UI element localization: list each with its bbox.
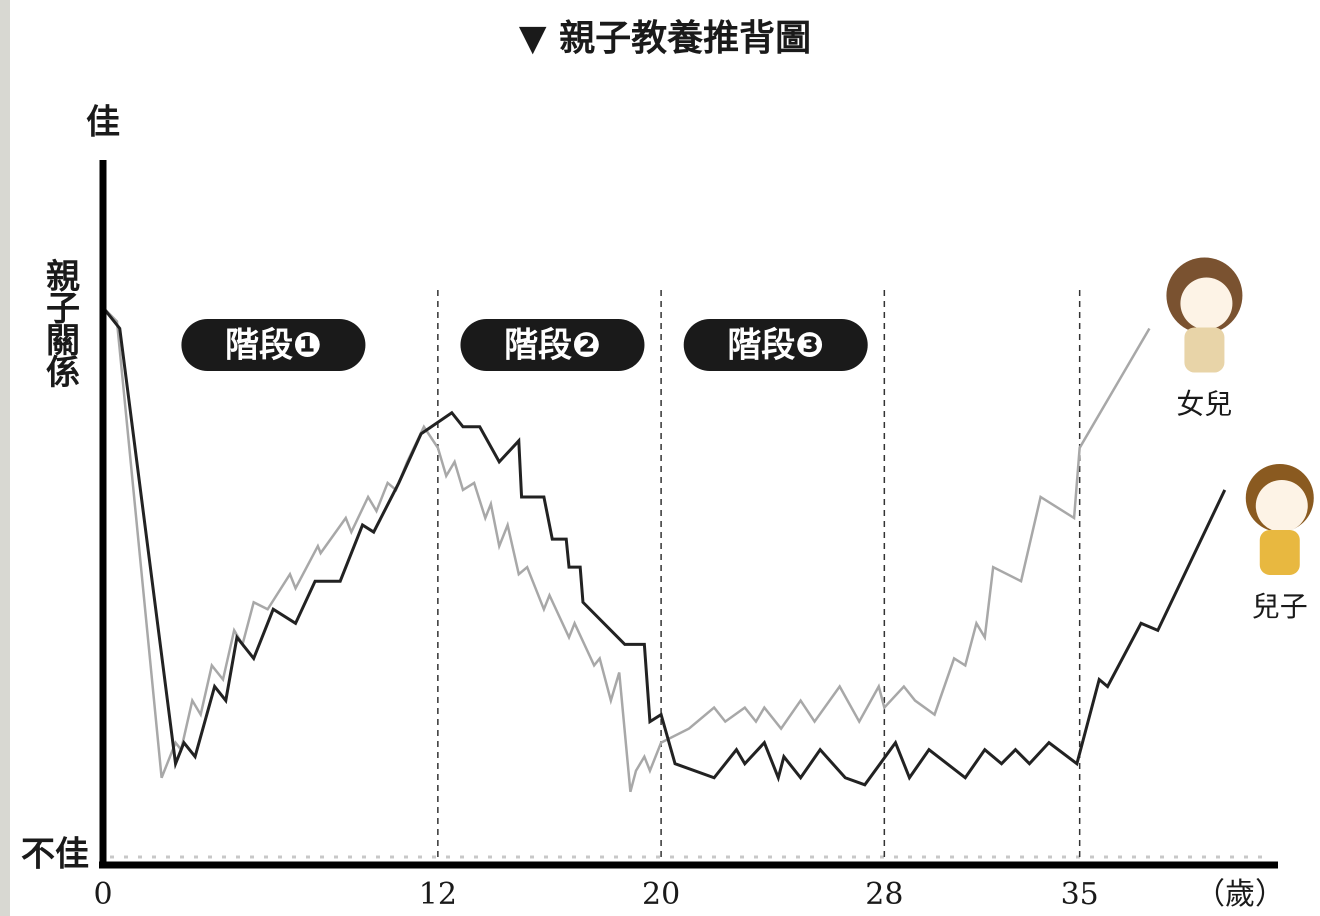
x-tick-label: 28 bbox=[865, 877, 903, 912]
figure-face bbox=[1255, 479, 1308, 532]
x-axis-title: （歲） bbox=[1195, 877, 1285, 912]
y-tick-label: 佳 bbox=[86, 103, 120, 143]
stage-label: 階段❸ bbox=[727, 326, 824, 366]
legend-label: 女兒 bbox=[1176, 387, 1232, 420]
stage-pill bbox=[460, 319, 645, 371]
stage-pill bbox=[683, 319, 868, 371]
x-tick-label: 35 bbox=[1061, 877, 1099, 912]
stage-label: 階段❷ bbox=[504, 326, 601, 366]
chart-title: ▼ 親子教養推背圖 bbox=[519, 18, 811, 59]
x-tick-label: 12 bbox=[419, 877, 457, 912]
series-line bbox=[101, 306, 1227, 787]
series-line bbox=[102, 306, 1151, 793]
x-tick-label: 20 bbox=[642, 877, 680, 912]
y-axis-title: 親子關係 bbox=[40, 258, 80, 388]
figure-face bbox=[1180, 277, 1233, 330]
figure-body bbox=[1259, 529, 1300, 575]
stage-pill bbox=[181, 319, 366, 371]
y-tick-label: 不佳 bbox=[21, 835, 89, 875]
legend-label: 兒子 bbox=[1252, 590, 1308, 623]
page-edge bbox=[0, 0, 10, 916]
figure-body bbox=[1184, 327, 1225, 373]
stage-label: 階段❶ bbox=[225, 326, 322, 366]
x-tick-label: 0 bbox=[93, 877, 112, 912]
